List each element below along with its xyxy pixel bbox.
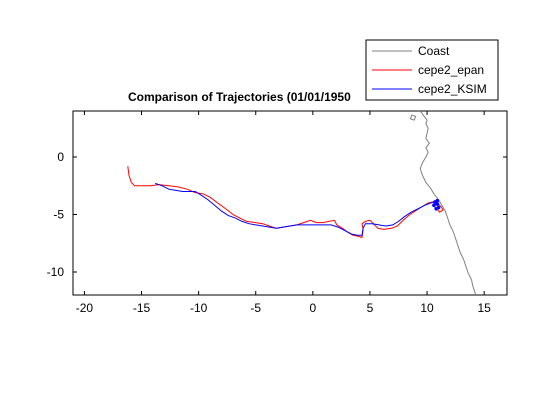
- x-tick-label: 0: [309, 301, 316, 315]
- y-tick-label: -5: [53, 208, 64, 222]
- legend-label: cepe2_epan: [418, 63, 484, 77]
- series-line-cepe2-ksim: [155, 182, 440, 236]
- x-tick-label: -15: [133, 301, 151, 315]
- y-tick-label: 0: [57, 150, 64, 164]
- x-tick-label: 10: [420, 301, 434, 315]
- y-tick-label: -10: [47, 265, 65, 279]
- x-axis-ticks: -20 -15 -10 -5 0 5 10 15: [76, 111, 491, 315]
- end-marker: [435, 202, 440, 206]
- series-line-cepe2-epan: [127, 166, 444, 239]
- x-tick-label: -20: [76, 301, 94, 315]
- series-line-coast: [419, 111, 477, 295]
- x-tick-label: -10: [190, 301, 208, 315]
- x-tick-label: 5: [367, 301, 374, 315]
- legend: Coast cepe2_epan cepe2_KSIM: [365, 39, 499, 101]
- x-tick-label: 15: [477, 301, 491, 315]
- legend-label: Coast: [418, 44, 450, 58]
- y-axis-ticks: 0 -5 -10: [47, 150, 507, 279]
- x-tick-label: -5: [250, 301, 261, 315]
- chart-title: Comparison of Trajectories (01/01/1950: [128, 90, 351, 104]
- end-marker: [435, 198, 440, 203]
- coast-island: [409, 114, 417, 121]
- end-marker: [432, 203, 436, 208]
- plot-lines: [127, 111, 477, 295]
- axes-box: [72, 110, 508, 296]
- legend-label: cepe2_KSIM: [418, 82, 487, 96]
- end-marker: [434, 207, 439, 211]
